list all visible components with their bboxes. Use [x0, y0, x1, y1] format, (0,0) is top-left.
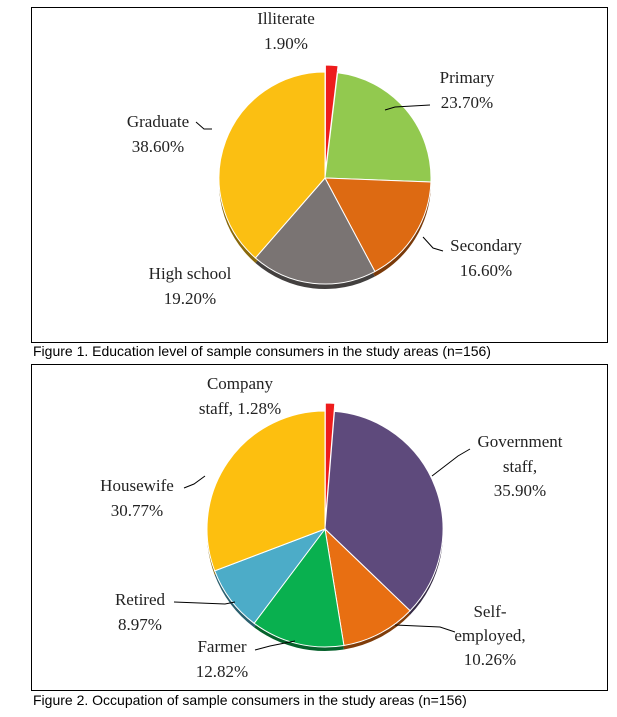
slice-label-government-staff-2: staff,: [503, 457, 537, 476]
pie-slice-primary: [324, 72, 432, 183]
slice-label-self-employed-2: employed,: [454, 626, 525, 645]
slice-value-housewife: 30.77%: [111, 501, 163, 520]
leader-line-primary: [384, 104, 431, 111]
slice-label-government-staff-3: 35.90%: [494, 481, 546, 500]
leader-line-farmer: [254, 640, 296, 651]
leader-line-self-employed: [394, 624, 456, 633]
slice-label-self-employed-1: Self-: [473, 602, 506, 621]
slice-value-secondary: 16.60%: [460, 261, 512, 280]
pie-slice-secondary: [324, 177, 432, 273]
leader-line-graduate: [195, 121, 212, 130]
slice-value-primary: 23.70%: [441, 93, 493, 112]
slice-label-high-school: High school: [149, 264, 232, 283]
slice-label-graduate: Graduate: [127, 112, 189, 131]
slice-label-primary: Primary: [440, 68, 495, 87]
slice-label-farmer: Farmer: [197, 637, 246, 656]
slice-value-illiterate: 1.90%: [264, 34, 308, 53]
pie-slice-high-school: [254, 177, 376, 285]
chart2-caption: Figure 2. Occupation of sample consumers…: [33, 692, 467, 708]
leader-line-housewife: [183, 475, 206, 489]
slice-label-government-staff-1: Government: [478, 432, 563, 451]
slice-label-company-staff-1: Company: [207, 374, 274, 393]
leader-line-secondary: [422, 236, 444, 252]
leader-line-retired: [173, 601, 236, 605]
slice-label-self-employed-3: 10.26%: [464, 650, 516, 669]
slice-label-company-staff-2: staff, 1.28%: [199, 399, 281, 418]
slice-label-retired: Retired: [115, 590, 166, 609]
chart1-caption: Figure 1. Education level of sample cons…: [33, 343, 491, 359]
pie-slice-farmer: [253, 527, 345, 648]
slice-value-retired: 8.97%: [118, 615, 162, 634]
slice-label-illiterate: Illiterate: [257, 9, 315, 28]
slice-value-farmer: 12.82%: [196, 662, 248, 681]
pie-slice-housewife: [206, 410, 326, 572]
leader-line-government-staff: [431, 448, 471, 477]
slice-label-housewife: Housewife: [100, 476, 174, 495]
slice-value-graduate: 38.60%: [132, 137, 184, 156]
pie-slice-graduate: [218, 71, 326, 259]
slice-value-high-school: 19.20%: [164, 289, 216, 308]
pie-slice-government-staff: [324, 410, 444, 612]
slice-label-secondary: Secondary: [450, 236, 522, 255]
pie-slice-self-employed: [324, 527, 411, 647]
